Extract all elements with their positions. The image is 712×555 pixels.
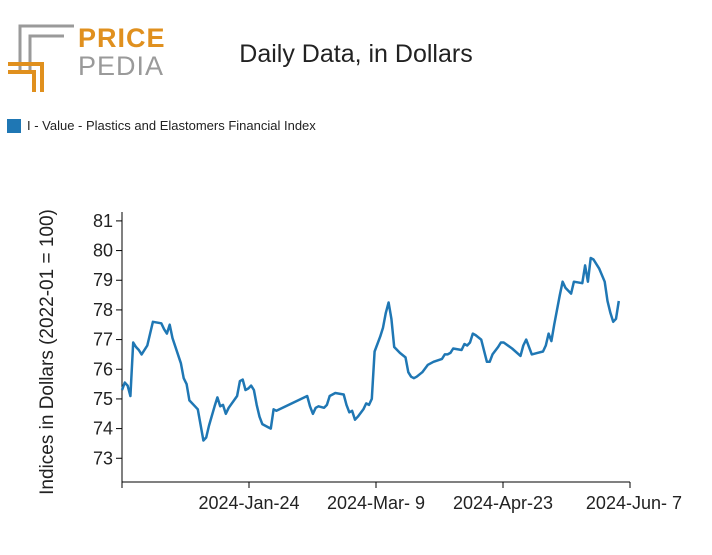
logo-bracket-icon [8, 24, 74, 92]
x-tick-label: 2024-Apr-23 [453, 493, 553, 513]
y-tick-label: 77 [93, 330, 113, 350]
y-tick-label: 74 [93, 419, 113, 439]
y-tick-label: 79 [93, 270, 113, 290]
chart-legend[interactable]: I - Value - Plastics and Elastomers Fina… [7, 118, 316, 133]
x-tick-label: 2024-Mar- 9 [327, 493, 425, 513]
y-tick-label: 73 [93, 448, 113, 468]
y-tick-label: 80 [93, 241, 113, 261]
y-tick-label: 81 [93, 211, 113, 231]
y-tick-label: 76 [93, 359, 113, 379]
y-tick-label: 75 [93, 389, 113, 409]
series-line [120, 256, 621, 442]
legend-swatch [7, 118, 21, 133]
x-ticks: 2024-Jan-24 2024-Mar- 9 2024-Apr-23 2024-Ju… [121, 482, 682, 513]
logo-word-pedia: PEDIA [78, 51, 165, 81]
x-tick-label: 2024-Jun- 7 [586, 493, 682, 513]
y-tick-label: 78 [93, 300, 113, 320]
chart-title: Daily Data, in Dollars [239, 40, 473, 68]
y-axis-label: Indices in Dollars (2022-01 = 100) [37, 209, 58, 495]
pricepedia-logo: PRICE PEDIA [8, 22, 168, 94]
legend-label: I - Value - Plastics and Elastomers Fina… [27, 118, 316, 133]
y-ticks: 73 74 75 76 77 78 79 80 81 [93, 211, 122, 468]
logo-word-price: PRICE [78, 23, 166, 53]
x-tick-label: 2024-Jan-24 [198, 493, 299, 513]
